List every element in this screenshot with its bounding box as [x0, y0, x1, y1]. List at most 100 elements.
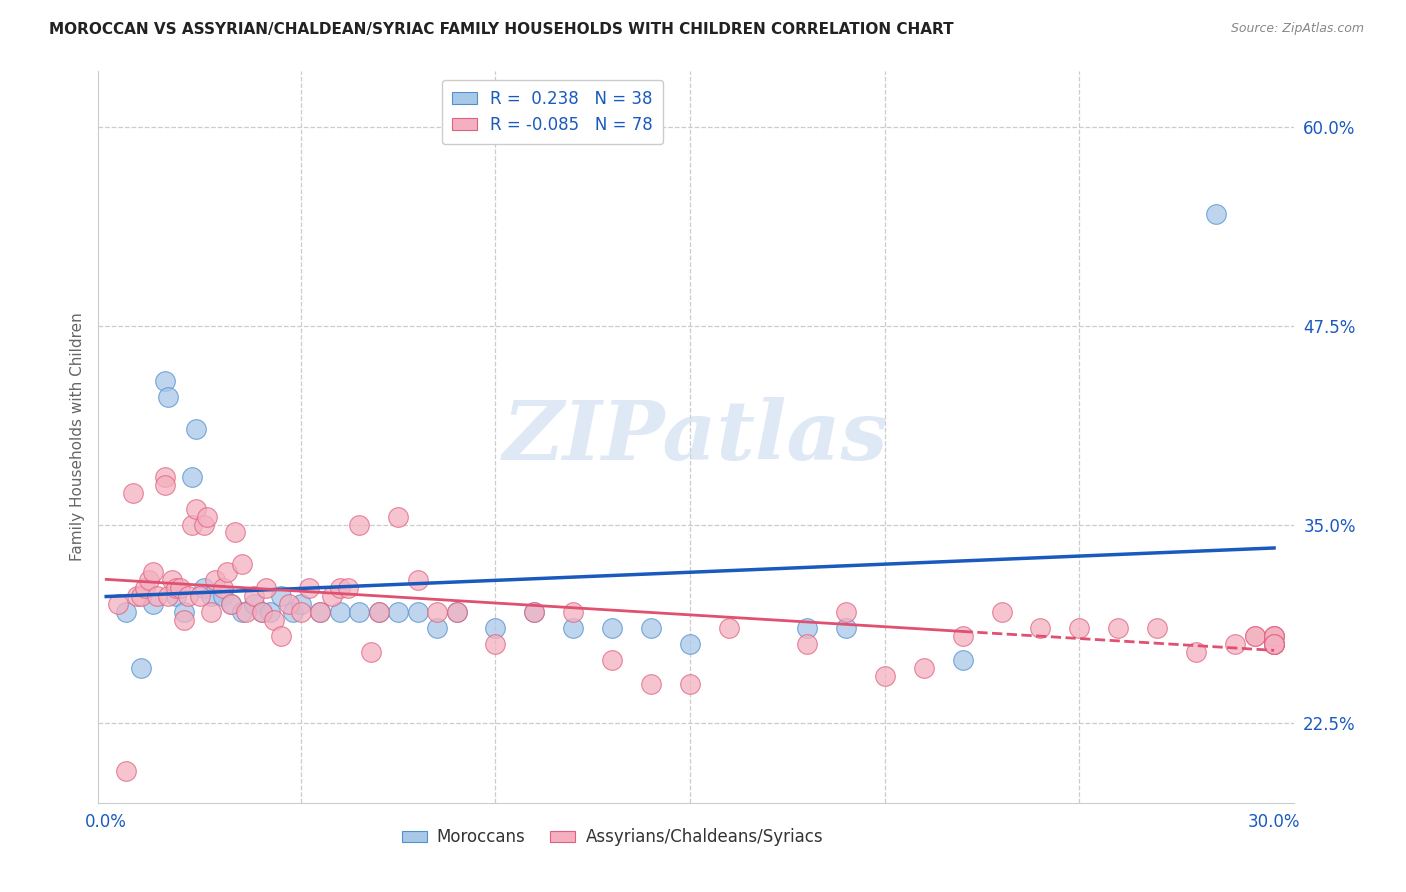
Point — [157, 589, 180, 603]
Point — [360, 645, 382, 659]
Point — [329, 581, 352, 595]
Point — [1263, 637, 1285, 651]
Point — [200, 589, 222, 603]
Point — [157, 390, 180, 404]
Point — [138, 573, 160, 587]
Point — [153, 470, 176, 484]
Point — [259, 605, 281, 619]
Point — [263, 613, 285, 627]
Point — [990, 605, 1012, 619]
Point — [142, 597, 165, 611]
Point — [912, 660, 935, 674]
Point — [1263, 629, 1285, 643]
Point — [122, 485, 145, 500]
Point — [142, 566, 165, 580]
Point — [329, 605, 352, 619]
Point — [349, 517, 371, 532]
Point — [129, 589, 152, 603]
Point — [1069, 621, 1091, 635]
Point — [180, 470, 202, 484]
Point — [270, 589, 292, 603]
Point — [173, 613, 195, 627]
Point — [523, 605, 546, 619]
Point — [243, 597, 266, 611]
Point — [1263, 637, 1285, 651]
Point — [107, 597, 129, 611]
Point — [193, 581, 215, 595]
Point — [1205, 207, 1227, 221]
Point — [231, 558, 253, 572]
Point — [1263, 637, 1285, 651]
Point — [406, 605, 429, 619]
Point — [114, 605, 136, 619]
Point — [1107, 621, 1129, 635]
Point — [484, 621, 506, 635]
Point — [250, 605, 273, 619]
Point — [952, 653, 974, 667]
Point — [193, 517, 215, 532]
Point — [270, 629, 292, 643]
Point — [254, 581, 277, 595]
Point — [406, 573, 429, 587]
Point — [679, 637, 702, 651]
Point — [426, 605, 449, 619]
Point — [640, 676, 662, 690]
Point — [173, 605, 195, 619]
Point — [153, 375, 176, 389]
Text: Source: ZipAtlas.com: Source: ZipAtlas.com — [1230, 22, 1364, 36]
Point — [188, 589, 211, 603]
Point — [146, 589, 169, 603]
Point — [367, 605, 389, 619]
Point — [153, 477, 176, 491]
Point — [215, 566, 238, 580]
Point — [162, 573, 184, 587]
Point — [169, 581, 191, 595]
Point — [873, 668, 896, 682]
Point — [281, 605, 304, 619]
Point — [952, 629, 974, 643]
Point — [1029, 621, 1052, 635]
Point — [184, 501, 207, 516]
Point — [219, 597, 242, 611]
Point — [1263, 637, 1285, 651]
Point — [204, 573, 226, 587]
Point — [600, 653, 623, 667]
Point — [219, 597, 242, 611]
Point — [309, 605, 332, 619]
Text: ZIPatlas: ZIPatlas — [503, 397, 889, 477]
Point — [446, 605, 468, 619]
Point — [1263, 629, 1285, 643]
Point — [349, 605, 371, 619]
Point — [114, 764, 136, 778]
Point — [321, 589, 343, 603]
Point — [562, 605, 585, 619]
Point — [387, 509, 409, 524]
Legend: Moroccans, Assyrians/Chaldeans/Syriacs: Moroccans, Assyrians/Chaldeans/Syriacs — [395, 822, 830, 853]
Point — [235, 605, 257, 619]
Point — [484, 637, 506, 651]
Point — [640, 621, 662, 635]
Point — [1263, 637, 1285, 651]
Point — [200, 605, 222, 619]
Point — [426, 621, 449, 635]
Point — [1243, 629, 1265, 643]
Point — [835, 621, 858, 635]
Point — [1243, 629, 1265, 643]
Point — [835, 605, 858, 619]
Point — [367, 605, 389, 619]
Point — [290, 605, 312, 619]
Point — [212, 581, 235, 595]
Text: MOROCCAN VS ASSYRIAN/CHALDEAN/SYRIAC FAMILY HOUSEHOLDS WITH CHILDREN CORRELATION: MOROCCAN VS ASSYRIAN/CHALDEAN/SYRIAC FAM… — [49, 22, 953, 37]
Point — [718, 621, 741, 635]
Point — [127, 589, 149, 603]
Point — [212, 589, 235, 603]
Point — [1146, 621, 1168, 635]
Point — [446, 605, 468, 619]
Point — [165, 581, 187, 595]
Point — [134, 581, 156, 595]
Point — [165, 589, 187, 603]
Point — [562, 621, 585, 635]
Point — [177, 589, 200, 603]
Point — [1185, 645, 1208, 659]
Point — [679, 676, 702, 690]
